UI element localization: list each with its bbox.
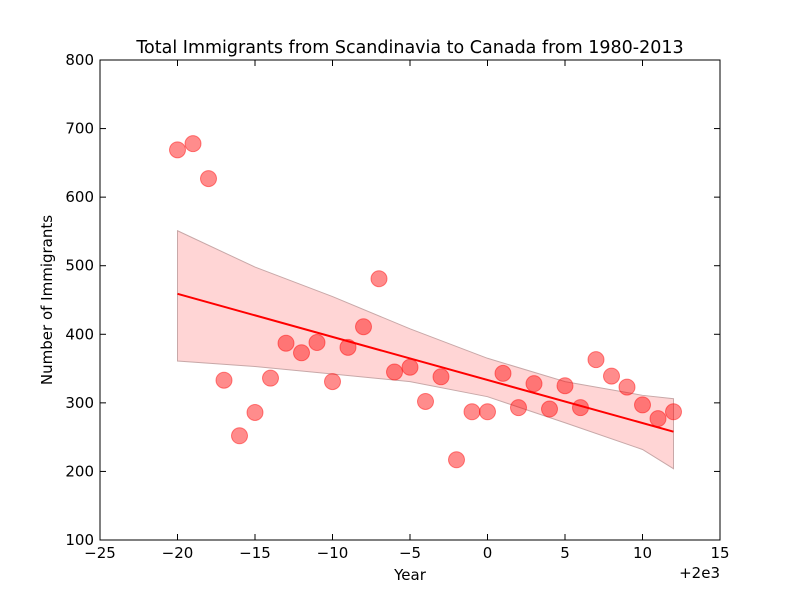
data-point	[184, 135, 202, 153]
data-point	[448, 451, 465, 469]
data-point	[432, 368, 450, 386]
data-point	[417, 392, 434, 410]
data-point	[386, 363, 403, 381]
x-tick-label: −10	[317, 544, 349, 562]
x-tick-label: −25	[84, 544, 116, 562]
y-tick-label: 200	[65, 462, 94, 480]
regression-line-layer	[177, 292, 674, 433]
data-point	[603, 367, 620, 385]
y-tick-label: 100	[65, 531, 94, 549]
data-point	[215, 371, 233, 389]
x-axis-offset-label: +2e3	[679, 564, 720, 582]
data-point	[324, 373, 341, 391]
confidence-band	[177, 229, 674, 470]
data-point	[494, 364, 512, 382]
y-axis-ticks: 100 200 300 400 500 600 700 800	[65, 51, 720, 549]
chart-title: Total Immigrants from Scandinavia to Can…	[135, 38, 683, 58]
data-point	[634, 396, 651, 414]
data-point	[293, 344, 310, 362]
data-point	[587, 351, 605, 369]
x-axis-label: Year	[393, 566, 427, 584]
data-point	[649, 410, 667, 428]
data-point	[339, 338, 357, 356]
x-tick-label: 10	[633, 544, 652, 562]
x-tick-label: 5	[560, 544, 570, 562]
data-point	[370, 270, 388, 288]
data-point	[262, 369, 279, 387]
data-point	[308, 334, 326, 352]
data-point	[200, 170, 217, 188]
x-tick-label: −20	[162, 544, 194, 562]
data-points-layer	[169, 135, 682, 469]
data-point	[665, 403, 682, 421]
data-point	[510, 399, 527, 417]
x-axis-ticks: −25 −20 −15 −10 −5 0 5 10 15	[84, 60, 730, 562]
data-point	[525, 375, 543, 393]
data-point	[463, 403, 481, 421]
y-axis-label: Number of Immigrants	[38, 215, 56, 385]
y-tick-label: 600	[65, 188, 94, 206]
data-point	[572, 399, 589, 417]
y-tick-label: 300	[65, 394, 94, 412]
data-point	[355, 318, 372, 336]
data-point	[277, 334, 295, 352]
confidence-band-layer	[177, 229, 674, 470]
regression-line	[177, 292, 674, 433]
data-point	[618, 378, 636, 396]
y-tick-label: 800	[65, 51, 94, 69]
data-point	[169, 141, 186, 159]
x-tick-label: −15	[239, 544, 271, 562]
data-point	[231, 427, 248, 445]
x-tick-label: 0	[483, 544, 493, 562]
y-tick-label: 400	[65, 325, 94, 343]
y-tick-label: 500	[65, 257, 94, 275]
data-point	[246, 403, 264, 421]
data-point	[556, 377, 574, 395]
data-point	[541, 400, 558, 418]
data-point	[401, 358, 419, 376]
x-tick-label: 15	[710, 544, 729, 562]
x-tick-label: −5	[399, 544, 421, 562]
y-tick-label: 700	[65, 120, 94, 138]
data-point	[479, 403, 496, 421]
